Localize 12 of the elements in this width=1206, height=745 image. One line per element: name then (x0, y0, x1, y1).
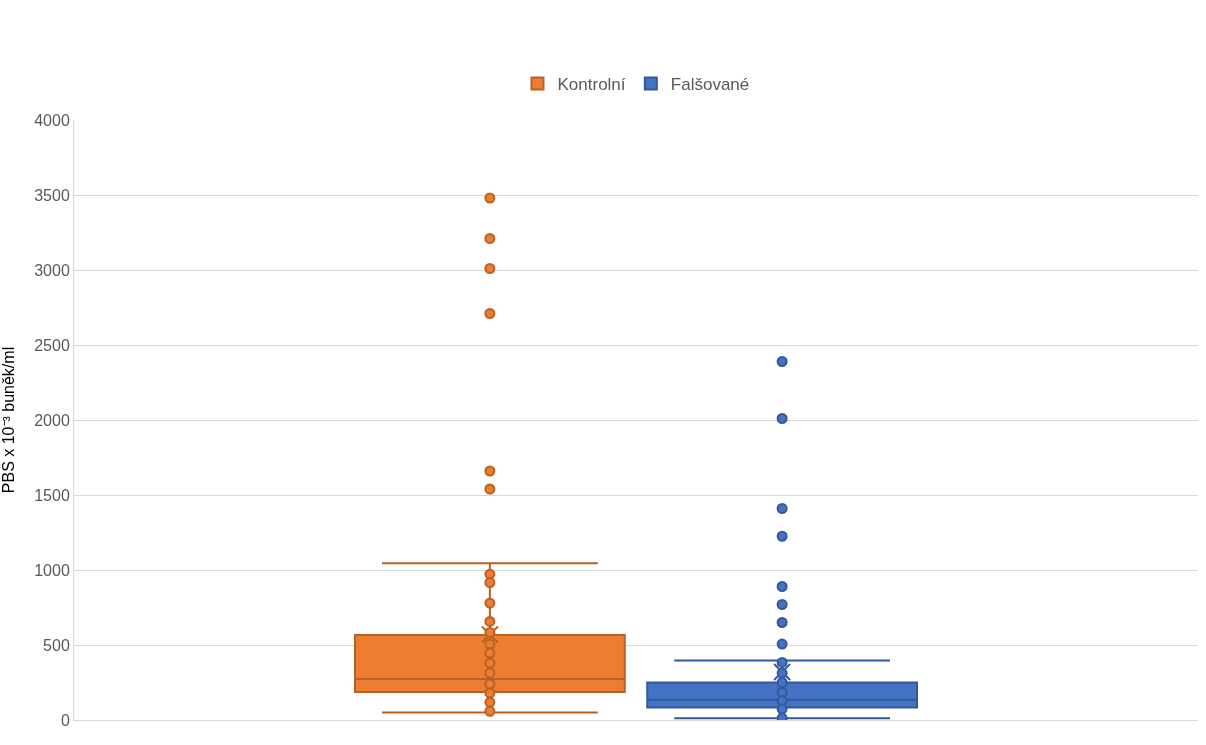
y-tick-label: 0 (60, 711, 70, 729)
y-tick-label: 1000 (34, 561, 70, 579)
y-tick-label: 3500 (34, 186, 70, 204)
legend-label: Kontrolní (557, 75, 626, 95)
y-tick-label: 3000 (34, 261, 70, 279)
y-tick-label: 4000 (34, 111, 70, 129)
legend-label: Falšované (670, 75, 750, 95)
y-tick-label: 2500 (34, 336, 70, 354)
y-tick-label: 500 (43, 636, 70, 654)
y-tick-label: 2000 (34, 411, 70, 429)
y-axis-title: PBS x 10⁻³ buněk/ml (0, 346, 18, 494)
y-tick-label: 1500 (34, 486, 70, 504)
